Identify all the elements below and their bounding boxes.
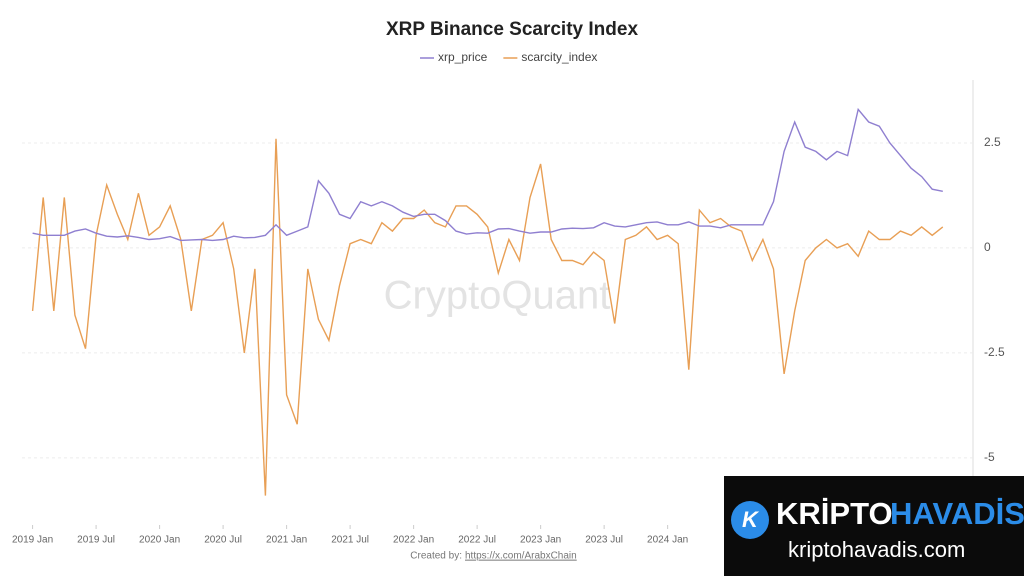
x-tick-label: 2019 Jan (12, 535, 53, 546)
brand-url: kriptohavadis.com (788, 537, 965, 562)
logo-icon-letter: K (742, 507, 760, 532)
source-prefix: Created by: (410, 551, 462, 562)
legend-label: xrp_price (438, 50, 488, 64)
y-tick-label: -2.5 (984, 345, 1005, 359)
y-tick-label: 0 (984, 240, 991, 254)
source-link[interactable]: https://x.com/ArabxChain (465, 551, 577, 562)
x-tick-label: 2022 Jan (393, 535, 434, 546)
x-tick-label: 2020 Jan (139, 535, 180, 546)
brand-right: HAVADİS (890, 496, 1024, 531)
x-tick-label: 2022 Jul (458, 535, 496, 546)
x-tick-label: 2021 Jul (331, 535, 369, 546)
x-tick-label: 2021 Jan (266, 535, 307, 546)
x-tick-label: 2024 Jan (647, 535, 688, 546)
logo-icon (731, 501, 769, 539)
x-tick-label: 2023 Jul (585, 535, 623, 546)
logo-box (724, 476, 1024, 576)
series-line (32, 107, 943, 242)
plot: 2.5 0 -2.5 -5 2019 Jan 2019 Jul 2020 Jan 2020 J… (12, 50, 1005, 545)
watermark: CryptoQuant (384, 274, 611, 318)
x-tick-label: 2023 Jan (520, 535, 561, 546)
overlay-logo: K KRİPTO HAVADİS kriptohavadis.com (724, 476, 1024, 576)
y-tick-label: -5 (984, 450, 995, 464)
x-tick-label: 2020 Jul (204, 535, 242, 546)
x-tick-label: 2019 Jul (77, 535, 115, 546)
brand-left: KRİPTO (776, 496, 893, 531)
series-line (31, 138, 944, 496)
chart-title: XRP Binance Scarcity Index (386, 19, 638, 40)
legend-label: scarcity_index (521, 50, 597, 64)
y-tick-label: 2.5 (984, 135, 1001, 149)
